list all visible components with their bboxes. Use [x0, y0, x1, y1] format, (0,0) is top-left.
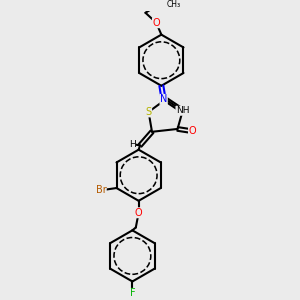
Text: N: N: [160, 94, 167, 104]
Text: F: F: [130, 288, 135, 298]
Text: H: H: [129, 140, 136, 148]
Text: O: O: [152, 18, 160, 28]
Text: S: S: [146, 107, 152, 117]
Text: NH: NH: [176, 106, 189, 115]
Text: O: O: [188, 126, 196, 136]
Text: Br: Br: [95, 185, 106, 195]
Text: O: O: [135, 208, 142, 218]
Text: CH₃: CH₃: [166, 0, 180, 9]
